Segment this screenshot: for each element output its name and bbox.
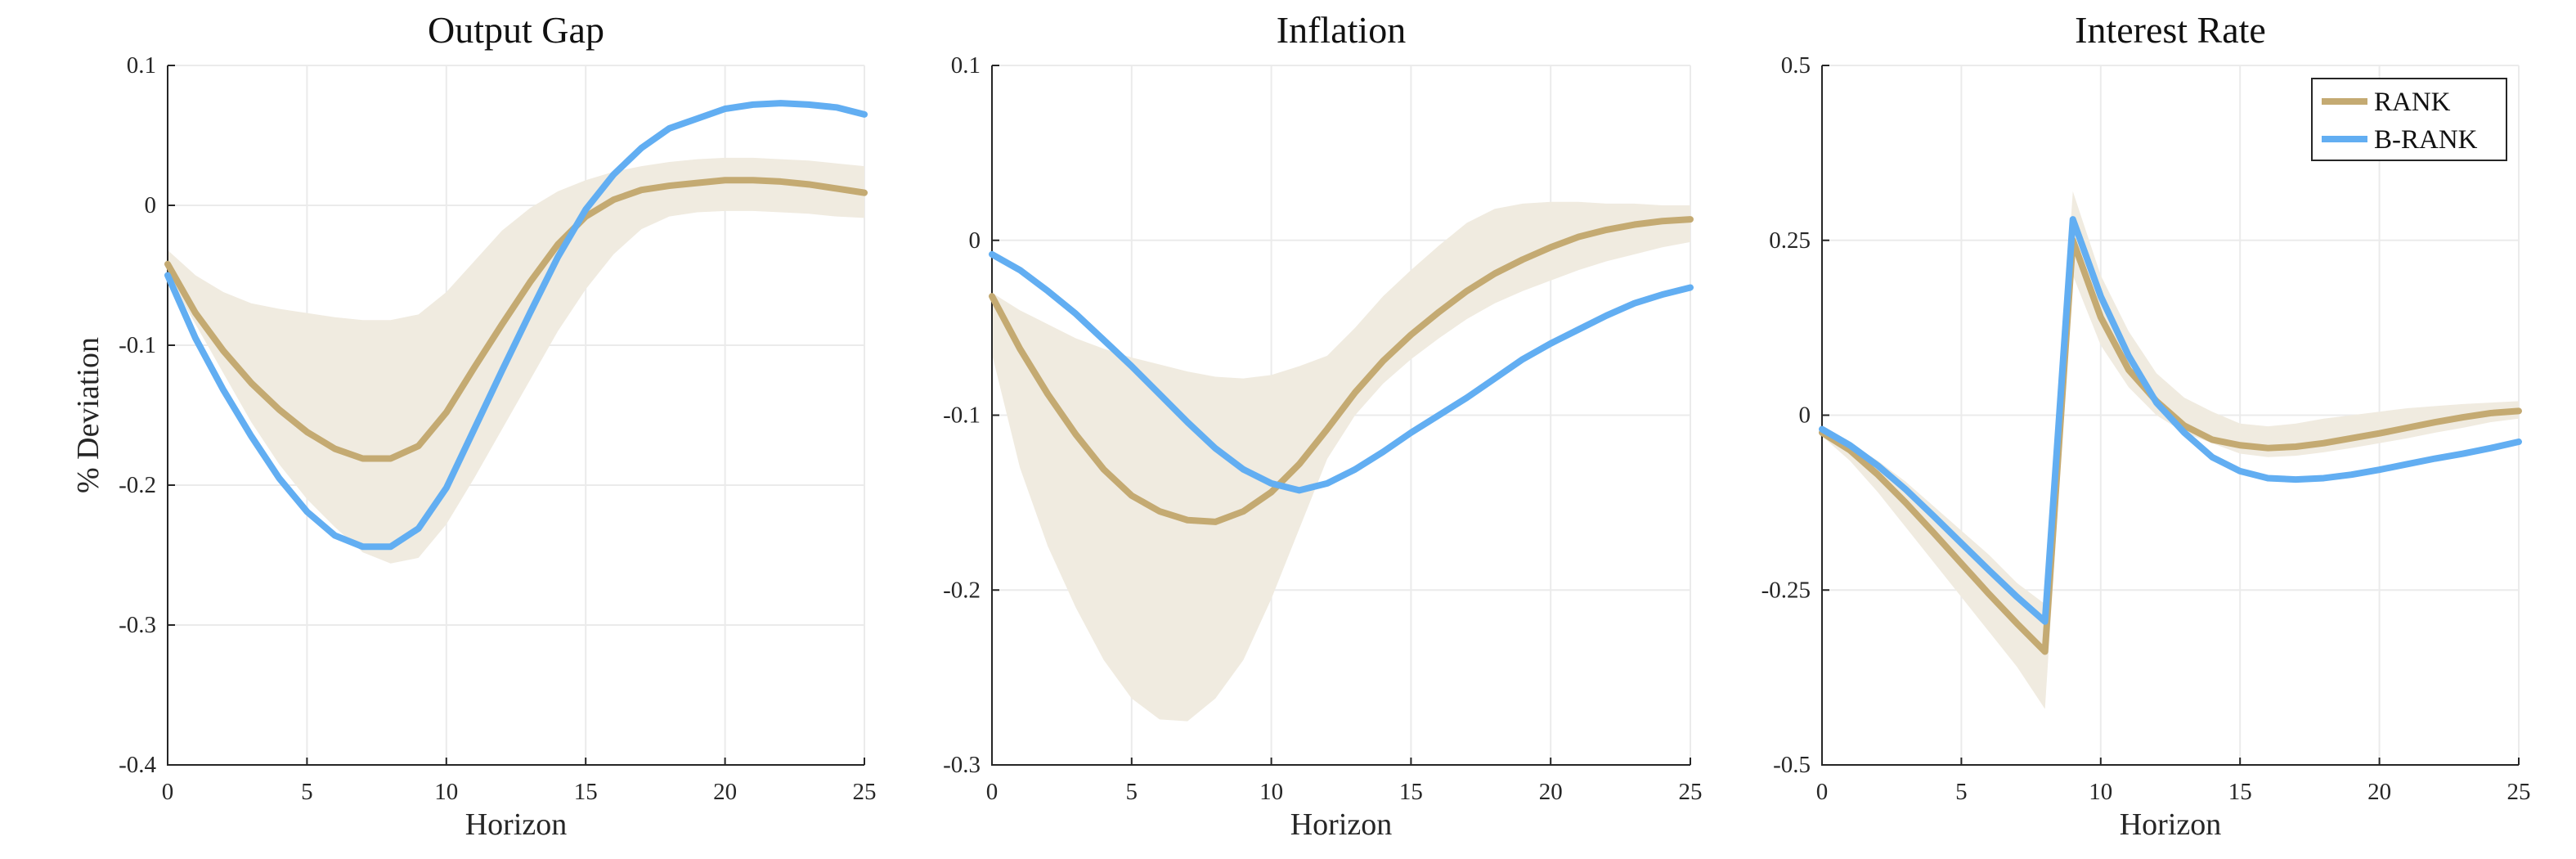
x-tick-label: 15 — [574, 779, 598, 805]
y-tick-label: 0 — [969, 227, 981, 254]
y-tick-label: -0.25 — [1761, 577, 1811, 603]
y-tick-label: -0.2 — [943, 577, 981, 603]
x-tick-label: 10 — [1259, 779, 1283, 805]
panel-3: 0 5 10 15 20 25 -0.5 -0.25 0 0.25 0.5 Interest Rate… — [1761, 9, 2531, 842]
y-tick-label: -0.3 — [119, 612, 156, 638]
chart-title: Inflation — [1277, 9, 1406, 51]
x-tick-label: 0 — [1816, 779, 1829, 805]
legend: RANK B-RANK — [2311, 78, 2507, 161]
x-tick-label: 20 — [713, 779, 737, 805]
x-tick-label: 5 — [1126, 779, 1138, 805]
y-tick-label: -0.2 — [119, 472, 156, 498]
x-tick-label: 10 — [2089, 779, 2112, 805]
y-tick-label: -0.5 — [1773, 752, 1811, 778]
y-tick-label: -0.1 — [943, 403, 981, 429]
x-tick-label: 25 — [853, 779, 877, 805]
x-axis-label: Horizon — [2120, 807, 2222, 842]
x-tick-label: 0 — [986, 779, 999, 805]
chart-title: Output Gap — [428, 9, 604, 51]
y-tick-label: 0.5 — [1781, 52, 1811, 79]
x-tick-label: 5 — [1955, 779, 1968, 805]
x-axis-label: Horizon — [1290, 807, 1393, 842]
y-tick-label: 0.25 — [1769, 227, 1811, 254]
x-tick-label: 25 — [1679, 779, 1703, 805]
legend-label-b-rank: B-RANK — [2374, 125, 2478, 155]
x-axis-label: Horizon — [465, 807, 568, 842]
confidence-band — [992, 201, 1690, 722]
x-tick-label: 15 — [2228, 779, 2252, 805]
series-line-b-rank — [164, 100, 868, 551]
series-line-rank — [989, 216, 1694, 525]
series-line-b-rank — [989, 250, 1694, 494]
chart-title: Interest Rate — [2075, 9, 2266, 51]
y-tick-label: 0.1 — [951, 52, 981, 79]
y-tick-label: 0 — [1799, 403, 1811, 429]
confidence-band — [1822, 191, 2519, 709]
panel-1: 0 5 10 15 20 25 -0.4 -0.3 -0.2 -0.1 0 0.1 Output Gap… — [71, 9, 877, 842]
series-line-rank — [164, 177, 868, 462]
y-tick-label: -0.4 — [119, 752, 156, 778]
x-tick-label: 5 — [301, 779, 313, 805]
x-tick-label: 0 — [162, 779, 174, 805]
x-tick-label: 10 — [434, 779, 458, 805]
confidence-band — [168, 157, 864, 564]
y-tick-label: -0.3 — [943, 752, 981, 778]
legend-label-rank: RANK — [2374, 88, 2451, 117]
legend-box — [2311, 78, 2507, 161]
y-tick-label: 0 — [145, 192, 157, 218]
y-tick-label: 0.1 — [127, 52, 156, 79]
y-axis-label: % Deviation — [71, 337, 105, 493]
x-tick-label: 20 — [1539, 779, 1563, 805]
x-tick-label: 25 — [2507, 779, 2531, 805]
x-tick-label: 15 — [1399, 779, 1423, 805]
x-tick-label: 20 — [2367, 779, 2391, 805]
series-line-b-rank — [1819, 216, 2522, 625]
panel-2: 0 5 10 15 20 25 -0.3 -0.2 -0.1 0 0.1 Inflation Horiz… — [943, 9, 1702, 842]
y-tick-label: -0.1 — [119, 332, 156, 358]
